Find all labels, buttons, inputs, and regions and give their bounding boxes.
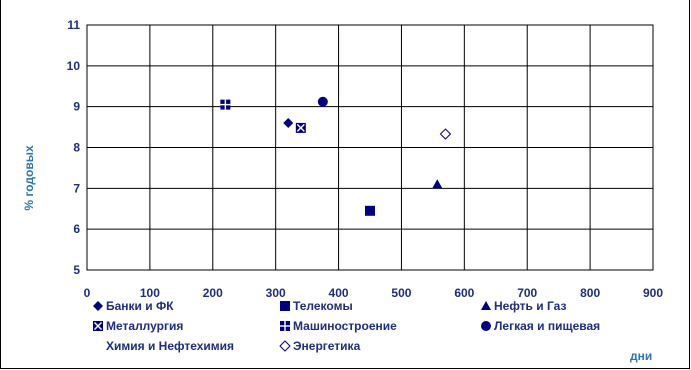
- legend-label: Легкая и пищевая: [494, 319, 600, 333]
- x-tick-label: 100: [140, 286, 160, 300]
- data-point: [432, 179, 443, 189]
- y-tick-label: 6: [73, 222, 80, 236]
- data-point: [295, 122, 306, 133]
- x-tick-label: 300: [266, 286, 286, 300]
- x-axis-title: дни: [630, 349, 652, 363]
- legend-marker: [93, 301, 103, 311]
- y-tick-label: 5: [73, 263, 80, 277]
- x-tick-label: 400: [329, 286, 349, 300]
- y-tick-label: 7: [73, 181, 80, 195]
- x-tick-label: 800: [580, 286, 600, 300]
- y-axis-title: % годовых: [22, 145, 36, 211]
- legend-label: Химия и Нефтехимия: [106, 339, 234, 353]
- legend-label: Металлургия: [106, 319, 183, 333]
- x-tick-label: 500: [391, 286, 411, 300]
- legend-label: Нефть и Газ: [494, 299, 566, 313]
- legend-marker: [280, 301, 290, 311]
- legend-marker: [481, 321, 491, 331]
- data-point: [283, 118, 294, 128]
- legend-marker: [481, 301, 491, 310]
- y-tick-label: 11: [67, 18, 80, 32]
- legend-label: Машиностроение: [293, 319, 397, 333]
- data-point: [439, 128, 452, 140]
- x-tick-label: 900: [643, 286, 663, 300]
- y-tick-label: 8: [73, 141, 80, 155]
- data-points: [220, 96, 452, 216]
- legend-label: Энергетика: [293, 339, 361, 353]
- plot-area: [86, 24, 654, 271]
- legend-marker: [93, 321, 103, 331]
- data-point: [365, 205, 375, 216]
- legend-marker: [279, 340, 291, 352]
- x-axis-ticks: 0 100 200 300 400 500 600 700 800 900: [84, 286, 664, 300]
- x-tick-label: 0: [84, 286, 91, 300]
- grid-lines: [86, 24, 654, 271]
- legend-label: Телекомы: [293, 299, 353, 313]
- x-tick-label: 600: [454, 286, 474, 300]
- legend-marker: [280, 321, 290, 331]
- legend-label: Банки и ФК: [106, 299, 174, 313]
- data-point: [317, 96, 328, 107]
- x-tick-label: 200: [203, 286, 223, 300]
- y-tick-label: 9: [73, 100, 80, 114]
- legend: Банки и ФК Телекомы Нефть и Газ Металлургия…: [93, 299, 600, 353]
- x-tick-label: 700: [517, 286, 537, 300]
- y-tick-label: 10: [67, 59, 81, 73]
- data-point: [220, 99, 231, 110]
- y-axis-ticks: 5 6 7 8 9 10 11: [67, 18, 81, 277]
